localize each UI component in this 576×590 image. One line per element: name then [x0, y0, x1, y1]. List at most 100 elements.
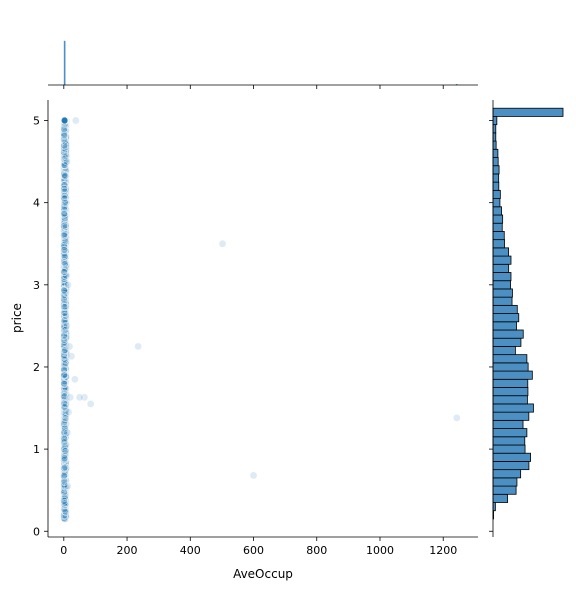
- x-axis-ticks: 0 200 400 600 800 1000 1200: [60, 537, 457, 557]
- scatter-point: [60, 187, 69, 196]
- y-marginal-bar: [492, 337, 522, 347]
- y-marginal-bar: [492, 206, 502, 216]
- y-marginal-bar: [492, 165, 500, 175]
- y-marginal-bar: [492, 428, 528, 438]
- y-marginal-bar: [492, 493, 509, 503]
- scatter-point: [60, 258, 68, 267]
- scatter-point: [60, 116, 69, 125]
- y-marginal-bar: [492, 362, 529, 372]
- scatter-point: [60, 371, 69, 380]
- x-tick-label: 0: [60, 544, 67, 557]
- y-tick-label: 2: [33, 361, 40, 374]
- y-marginal-bars: [492, 107, 564, 520]
- y-marginal-ticks: [489, 120, 493, 532]
- y-marginal-bar: [492, 222, 503, 232]
- x-tick-label: 800: [306, 544, 327, 557]
- y-marginal-bar: [492, 419, 524, 429]
- y-marginal-bar: [492, 272, 512, 282]
- scatter-point: [66, 393, 74, 402]
- x-marginal-histogram: [48, 40, 478, 89]
- y-marginal-bar: [492, 477, 518, 487]
- scatter-point: [61, 172, 70, 180]
- y-marginal-bar: [492, 411, 530, 421]
- y-marginal-bar: [492, 452, 531, 462]
- scatter-point: [60, 291, 68, 299]
- scatter-point: [62, 322, 71, 330]
- y-marginal-bar: [492, 395, 528, 405]
- y-marginal-bar: [492, 280, 511, 290]
- scatter-panel: 0 200 400 600 800 1000 1200 0 1 2 3 4 5 AveOccup pr…: [10, 100, 478, 581]
- y-marginal-bar: [492, 321, 517, 331]
- scatter-point: [60, 221, 68, 230]
- y-axis-ticks: 0 1 2 3 4 5: [33, 115, 48, 538]
- scatter-point: [453, 414, 461, 422]
- y-marginal-bar: [492, 239, 505, 249]
- scatter-point: [64, 281, 72, 289]
- scatter-point: [86, 400, 95, 408]
- scatter-point: [60, 135, 68, 144]
- scatter-point: [75, 393, 84, 402]
- scatter-point: [65, 342, 74, 351]
- y-tick-label: 0: [33, 525, 40, 538]
- y-marginal-bar: [492, 107, 564, 117]
- scatter-point: [64, 408, 73, 416]
- y-marginal-bar: [492, 461, 530, 471]
- y-marginal-bar: [492, 304, 518, 314]
- y-marginal-bar: [492, 181, 500, 191]
- x-marginal-bars: [63, 40, 458, 86]
- scatter-point: [61, 463, 69, 472]
- scatter-point: [60, 360, 69, 369]
- y-marginal-bar: [492, 387, 529, 397]
- scatter-point: [134, 342, 142, 351]
- y-marginal-bar: [492, 148, 499, 158]
- x-tick-label: 200: [117, 544, 138, 557]
- x-tick-label: 1000: [366, 544, 394, 557]
- y-marginal-bar: [492, 370, 533, 380]
- x-marginal-ticks: [63, 85, 444, 89]
- scatter-point: [60, 268, 68, 276]
- scatter-point: [72, 116, 80, 125]
- scatter-point: [67, 352, 76, 361]
- y-marginal-bar: [492, 214, 504, 224]
- y-axis-label: price: [10, 303, 24, 333]
- y-marginal-bar: [492, 288, 513, 298]
- y-marginal-bar: [492, 116, 498, 126]
- y-marginal-bar: [492, 231, 505, 241]
- scatter-point: [60, 246, 68, 254]
- y-tick-label: 4: [33, 197, 40, 210]
- scatter-point: [61, 309, 69, 317]
- x-tick-label: 400: [180, 544, 201, 557]
- y-tick-label: 5: [33, 115, 40, 128]
- x-tick-label: 600: [243, 544, 264, 557]
- scatter-point: [218, 239, 227, 248]
- scatter-point: [60, 230, 69, 238]
- scatter-point: [60, 454, 69, 463]
- y-tick-label: 1: [33, 443, 40, 456]
- x-axis-label: AveOccup: [233, 567, 293, 581]
- scatter-point: [60, 125, 68, 133]
- scatter-point: [63, 157, 71, 166]
- x-tick-label: 1200: [429, 544, 457, 557]
- y-marginal-bar: [492, 157, 499, 167]
- y-marginal-bar: [492, 436, 526, 446]
- y-marginal-bar: [492, 140, 497, 150]
- y-marginal-bar: [492, 189, 501, 199]
- scatter-point: [60, 194, 69, 203]
- scatter-point: [71, 375, 79, 384]
- y-marginal-bar: [492, 255, 512, 265]
- scatter-points: [60, 116, 461, 523]
- scatter-point: [60, 379, 68, 387]
- x-marginal-bar: [63, 40, 66, 86]
- scatter-point: [60, 435, 69, 443]
- y-marginal-histogram: [489, 100, 564, 537]
- y-marginal-bar: [492, 247, 510, 257]
- y-marginal-bar: [492, 313, 520, 323]
- y-marginal-bar: [492, 198, 501, 208]
- y-marginal-bar: [492, 173, 500, 183]
- y-tick-label: 3: [33, 279, 40, 292]
- scatter-point: [63, 428, 72, 437]
- scatter-point: [63, 482, 72, 490]
- scatter-point: [61, 507, 70, 516]
- y-marginal-bar: [492, 444, 526, 454]
